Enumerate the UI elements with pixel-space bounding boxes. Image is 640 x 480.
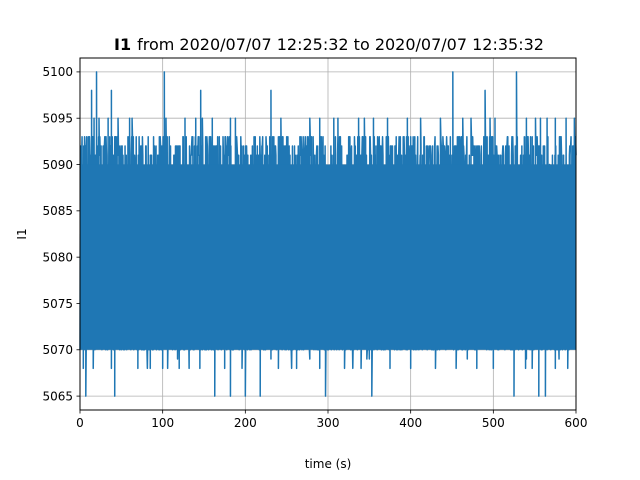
y-axis-label: I1	[15, 228, 29, 239]
chart-title: I1 from 2020/07/07 12:25:32 to 2020/07/07…	[114, 35, 544, 54]
y-tick-label: 5070	[42, 343, 73, 357]
x-tick-label: 400	[399, 416, 422, 430]
y-tick-label: 5065	[42, 389, 73, 403]
y-tick-label: 5085	[42, 204, 73, 218]
x-axis-label: time (s)	[305, 457, 352, 471]
x-tick-label: 0	[76, 416, 84, 430]
y-tick-label: 5095	[42, 112, 73, 126]
axis-ticks: 0 100 200 300 400 500 600 5065 5070 5075 5080 5085 5…	[42, 65, 587, 430]
y-tick-label: 5100	[42, 65, 73, 79]
plot-area	[79, 71, 577, 397]
chart-title-bold: I1	[114, 35, 131, 54]
x-tick-label: 300	[317, 416, 340, 430]
dense-signal-band	[80, 164, 576, 350]
x-tick-label: 100	[151, 416, 174, 430]
x-tick-label: 600	[565, 416, 588, 430]
y-tick-label: 5090	[42, 158, 73, 172]
y-tick-label: 5080	[42, 250, 73, 264]
y-tick-label: 5075	[42, 297, 73, 311]
chart-title-rest: from 2020/07/07 12:25:32 to 2020/07/07 1…	[137, 35, 544, 54]
x-tick-label: 200	[234, 416, 257, 430]
x-tick-label: 500	[482, 416, 505, 430]
